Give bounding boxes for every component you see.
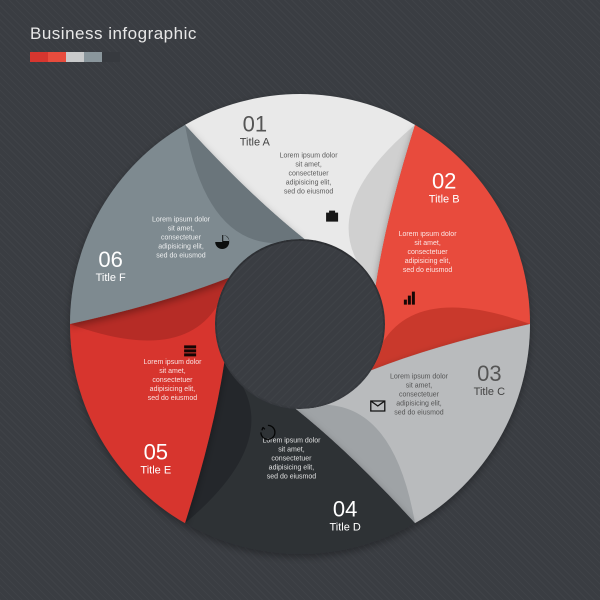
segment-number: 04 — [333, 497, 357, 522]
segment-number: 02 — [432, 169, 456, 194]
color-palette — [30, 52, 197, 62]
segment-title: Title E — [140, 464, 171, 476]
segment-title: Title A — [240, 136, 271, 148]
segment-title: Title B — [429, 194, 460, 206]
page-title: Business infographic — [30, 24, 197, 44]
palette-swatch — [48, 52, 66, 62]
palette-swatch — [30, 52, 48, 62]
segment-number: 05 — [144, 439, 168, 464]
spiral-chart: 01Title ALorem ipsum dolorsit amet,conse… — [60, 84, 540, 564]
palette-swatch — [102, 52, 120, 62]
header: Business infographic — [30, 24, 197, 62]
segment-title: Title D — [329, 522, 360, 534]
segment-number: 06 — [98, 247, 122, 272]
segment-title: Title F — [96, 272, 126, 284]
palette-swatch — [66, 52, 84, 62]
stack-icon — [184, 345, 196, 356]
palette-swatch — [84, 52, 102, 62]
segment-number: 01 — [243, 111, 267, 136]
segment-number: 03 — [477, 361, 501, 386]
segment-title: Title C — [474, 386, 505, 398]
